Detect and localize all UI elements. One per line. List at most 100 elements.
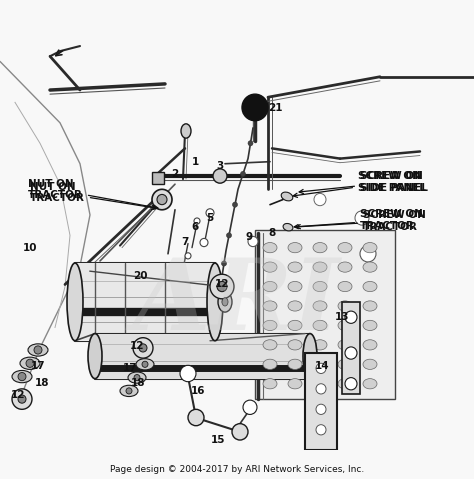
Ellipse shape [222,298,228,306]
Ellipse shape [363,320,377,331]
Ellipse shape [207,263,223,341]
Ellipse shape [263,359,277,369]
Ellipse shape [288,301,302,311]
Circle shape [194,218,200,224]
Circle shape [126,388,132,394]
Bar [152,172,164,184]
Circle shape [133,338,153,358]
Circle shape [213,169,227,183]
Ellipse shape [363,281,377,292]
Ellipse shape [263,262,277,272]
Text: 1: 1 [191,157,199,167]
Text: 18: 18 [131,378,145,388]
Circle shape [316,384,326,394]
Ellipse shape [20,357,40,369]
Text: 17: 17 [31,361,46,371]
Ellipse shape [263,378,277,389]
Circle shape [217,281,227,292]
Circle shape [316,363,326,374]
Ellipse shape [128,372,146,383]
Ellipse shape [288,359,302,369]
Text: SCREW ON
TRACTOR: SCREW ON TRACTOR [294,209,423,231]
Ellipse shape [313,242,327,253]
Text: NUT ON
TRACTOR: NUT ON TRACTOR [30,182,156,209]
Circle shape [139,344,147,352]
Ellipse shape [263,340,277,350]
Ellipse shape [288,281,302,292]
Circle shape [345,347,357,359]
Ellipse shape [338,281,352,292]
Ellipse shape [263,320,277,331]
Ellipse shape [288,378,302,389]
Circle shape [316,425,326,435]
Text: ARI: ARI [133,253,341,350]
Ellipse shape [288,242,302,253]
Text: 14: 14 [315,361,329,371]
Circle shape [360,246,376,262]
Ellipse shape [313,320,327,331]
Circle shape [242,94,268,121]
Ellipse shape [288,262,302,272]
Ellipse shape [283,224,293,231]
Circle shape [210,274,234,299]
Ellipse shape [218,292,232,312]
Text: 20: 20 [241,105,255,115]
Text: 15: 15 [211,435,225,445]
Text: 18: 18 [35,378,49,388]
Circle shape [185,253,191,259]
Text: 6: 6 [191,222,199,232]
Circle shape [18,373,26,381]
Bar [342,302,360,394]
Circle shape [345,311,357,323]
Ellipse shape [313,340,327,350]
Circle shape [233,202,237,207]
Circle shape [200,239,208,247]
Circle shape [134,375,140,381]
Circle shape [217,289,221,294]
Circle shape [188,410,204,426]
Circle shape [18,395,26,403]
Ellipse shape [363,301,377,311]
Bar [305,353,337,450]
Circle shape [180,365,196,382]
Circle shape [316,404,326,414]
Ellipse shape [313,281,327,292]
Circle shape [206,209,214,217]
Ellipse shape [88,333,102,378]
Ellipse shape [363,378,377,389]
Text: 5: 5 [206,213,214,223]
Ellipse shape [288,340,302,350]
Circle shape [152,189,172,210]
Text: SCREW ON
SIDE PANEL: SCREW ON SIDE PANEL [293,171,426,197]
Text: 3: 3 [216,161,224,171]
Text: 10: 10 [23,243,37,252]
Ellipse shape [363,262,377,272]
Ellipse shape [313,359,327,369]
Text: 21: 21 [268,103,282,114]
Ellipse shape [338,262,352,272]
Text: 2: 2 [172,169,179,179]
Ellipse shape [363,359,377,369]
Circle shape [345,377,357,390]
Ellipse shape [338,242,352,253]
Text: 12: 12 [11,390,25,400]
Ellipse shape [67,263,83,341]
Text: 12: 12 [130,341,144,351]
Circle shape [34,346,42,354]
Bar [75,263,215,341]
Circle shape [248,141,253,146]
Text: 16: 16 [191,386,205,396]
Ellipse shape [338,378,352,389]
Ellipse shape [120,385,138,397]
Text: SCREW ON
SIDE PANEL: SCREW ON SIDE PANEL [299,171,428,194]
Text: NUT ON
TRACTOR: NUT ON TRACTOR [28,179,158,209]
Ellipse shape [363,242,377,253]
Ellipse shape [28,344,48,356]
Text: 9: 9 [246,232,253,242]
Ellipse shape [136,359,154,370]
Bar [95,333,310,378]
Text: 7: 7 [182,237,189,247]
Ellipse shape [313,301,327,311]
Text: 8: 8 [268,228,275,239]
Circle shape [232,423,248,440]
